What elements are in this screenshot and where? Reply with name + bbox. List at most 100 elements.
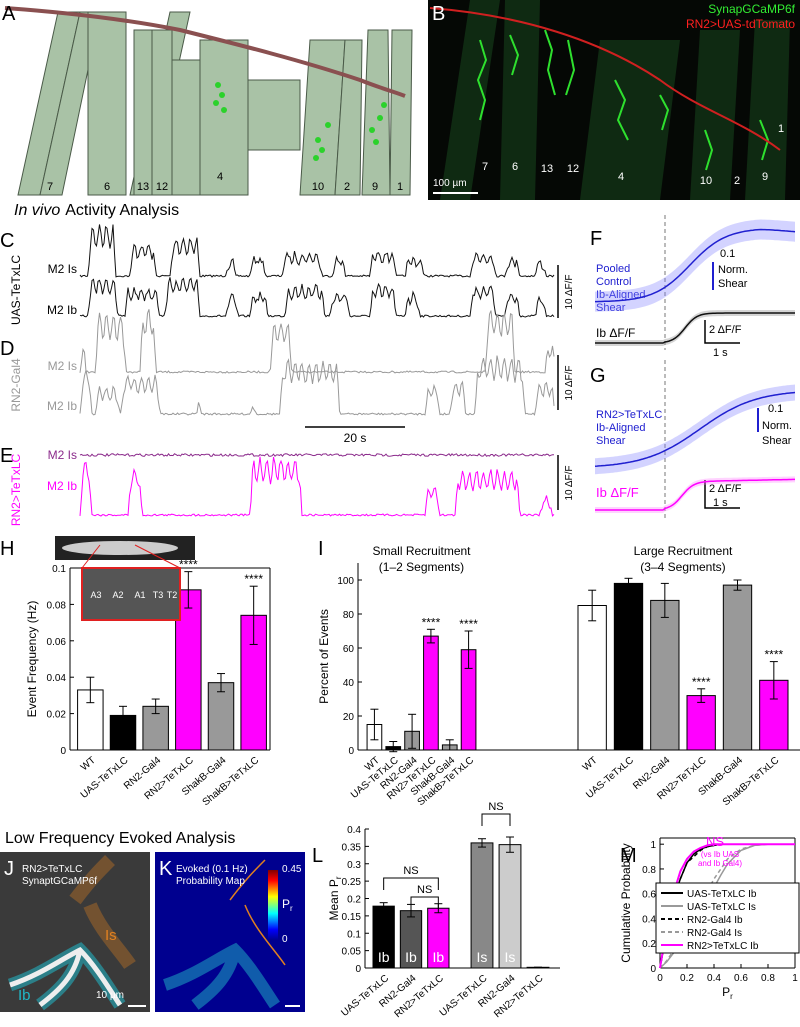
error-bar bbox=[389, 741, 398, 753]
panel-label: I bbox=[318, 538, 324, 560]
trace-label: Ib ΔF/F bbox=[596, 326, 635, 340]
error-bar bbox=[119, 705, 127, 726]
x-tick-label: 0.6 bbox=[734, 973, 748, 984]
scale-label: 2 ΔF/F bbox=[709, 324, 742, 336]
trace-label: Ib ΔF/F bbox=[596, 485, 639, 500]
bar bbox=[650, 599, 680, 751]
confidence-band bbox=[595, 384, 795, 475]
panel-label: F bbox=[590, 228, 602, 250]
y-tick-label: 80 bbox=[343, 610, 355, 621]
annotation: NS bbox=[488, 801, 503, 813]
colorbar bbox=[268, 870, 278, 940]
bracket bbox=[481, 813, 511, 826]
legend-entry: RN2>TeTxLC Ib bbox=[687, 941, 759, 952]
y-tick-label: 0.4 bbox=[347, 825, 361, 836]
scale-label: 0.1 bbox=[768, 403, 783, 415]
scale-label: Norm. bbox=[762, 420, 792, 432]
y-tick-label: 0 bbox=[650, 964, 656, 975]
colorbar-tick: 0.45 bbox=[282, 864, 302, 875]
label-line: Control bbox=[596, 276, 631, 288]
y-tick-label: 0 bbox=[355, 964, 361, 975]
label-main: Event Frequency (Hz) bbox=[25, 601, 39, 718]
region-label: Ib bbox=[18, 987, 31, 1004]
trace bbox=[79, 452, 555, 457]
panel-label: L bbox=[312, 845, 323, 867]
y-axis-label: Cumulative Probability bbox=[619, 843, 633, 962]
error-bar bbox=[624, 577, 633, 589]
is-region bbox=[69, 855, 136, 970]
muscle-label: 10 bbox=[700, 175, 712, 187]
x-tick-label: WT bbox=[581, 755, 600, 773]
panel-label: G bbox=[590, 365, 606, 387]
y-tick-label: 0.6 bbox=[642, 890, 656, 901]
x-tick-label: ShakB>TeTxLC bbox=[201, 755, 262, 808]
muscle-label: 1 bbox=[778, 123, 784, 135]
scale-label: Shear bbox=[762, 435, 792, 447]
group-subtitle: (3–4 Segments) bbox=[640, 560, 725, 574]
panel-label: A bbox=[2, 3, 16, 25]
section-title: In vivo Activity Analysis bbox=[14, 202, 179, 219]
segment-label: A1 bbox=[134, 590, 145, 600]
label-line: Ib-Aligned bbox=[596, 289, 646, 301]
y-tick-label: 0.04 bbox=[47, 673, 67, 684]
ib-bouton bbox=[9, 946, 123, 1007]
legend-entry: UAS-TeTxLC Ib bbox=[687, 889, 757, 900]
significance: **** bbox=[244, 572, 263, 586]
muscle-label: 4 bbox=[217, 171, 223, 183]
trace-label: M2 Is bbox=[48, 359, 77, 373]
inset-labels: A3 A2 A1 T3 T2 bbox=[90, 590, 177, 600]
muscle-label: 6 bbox=[512, 161, 518, 173]
title-text: Activity Analysis bbox=[65, 202, 179, 219]
larva bbox=[62, 541, 178, 555]
y-tick-label: 0 bbox=[348, 746, 354, 757]
muscle-label: 12 bbox=[567, 163, 579, 175]
bracket bbox=[410, 896, 439, 909]
bar-label: Ib bbox=[432, 949, 444, 965]
significance: **** bbox=[692, 675, 711, 689]
caption: Evoked (0.1 Hz) bbox=[176, 864, 248, 875]
x-tick-label: RN2>TeTxLC bbox=[492, 973, 545, 1020]
panel-label: E bbox=[0, 445, 13, 467]
line bbox=[659, 843, 795, 969]
legend-entry: RN2-Gal4 Ib bbox=[687, 915, 743, 926]
muscle-label: 2 bbox=[734, 175, 740, 187]
group-title: Large Recruitment bbox=[634, 544, 733, 558]
y-tick-label: 0.35 bbox=[342, 842, 362, 853]
bar bbox=[207, 682, 235, 751]
genotype: RN2-Gal4 bbox=[9, 358, 23, 412]
legend-box bbox=[655, 882, 800, 954]
error-bar bbox=[379, 902, 388, 911]
y-tick-label: 1 bbox=[650, 840, 656, 851]
error-bar bbox=[464, 630, 473, 669]
error-bar bbox=[506, 836, 514, 853]
section-title: Low Frequency Evoked Analysis bbox=[5, 830, 235, 847]
error-bar bbox=[697, 688, 706, 703]
scale-label: 10 ΔF/F bbox=[564, 365, 575, 400]
segment-label: T3 bbox=[153, 590, 164, 600]
average-trace bbox=[595, 478, 795, 511]
y-tick-label: 0.25 bbox=[342, 877, 362, 888]
y-tick-label: 60 bbox=[343, 644, 355, 655]
error-bar bbox=[370, 708, 379, 741]
significance: **** bbox=[459, 617, 478, 631]
inset bbox=[81, 567, 181, 621]
trace bbox=[79, 224, 555, 278]
bracket bbox=[383, 877, 439, 890]
scale-label: 10 ΔF/F bbox=[564, 274, 575, 309]
error-bar bbox=[660, 582, 669, 618]
y-tick-label: 0.08 bbox=[47, 600, 67, 611]
legend-entry: RN2>UAS-tdTomato bbox=[686, 17, 795, 31]
scale-label: 0.1 bbox=[720, 248, 735, 260]
muscle-label: 4 bbox=[618, 171, 624, 183]
shear-label: RN2>TeTxLC Ib-Aligned Shear bbox=[596, 409, 662, 447]
error-bar bbox=[426, 628, 435, 644]
y-tick-label: 0.4 bbox=[642, 914, 656, 925]
scale-label: 10 µm bbox=[96, 990, 124, 1001]
significance: **** bbox=[179, 558, 198, 572]
label-line: Shear bbox=[596, 302, 626, 314]
bar bbox=[577, 605, 607, 751]
zoom-line bbox=[81, 544, 101, 569]
trace-label: M2 Ib bbox=[47, 399, 77, 413]
